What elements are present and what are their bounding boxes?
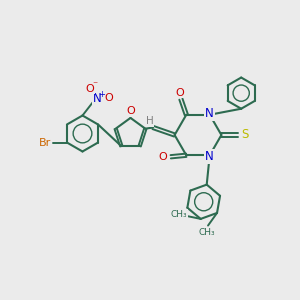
Text: N: N (93, 92, 102, 105)
Text: O: O (159, 152, 168, 162)
Text: N: N (205, 150, 214, 163)
Text: S: S (241, 128, 248, 142)
Text: +: + (99, 90, 105, 99)
Text: O: O (104, 93, 113, 103)
Text: CH₃: CH₃ (198, 228, 215, 237)
Text: O: O (85, 83, 94, 94)
Text: O: O (127, 106, 136, 116)
Text: H: H (146, 116, 153, 126)
Text: CH₃: CH₃ (170, 210, 187, 219)
Text: O: O (175, 88, 184, 98)
Text: N: N (205, 107, 214, 120)
Text: ⁻: ⁻ (92, 80, 97, 90)
Text: Br: Br (39, 137, 51, 148)
